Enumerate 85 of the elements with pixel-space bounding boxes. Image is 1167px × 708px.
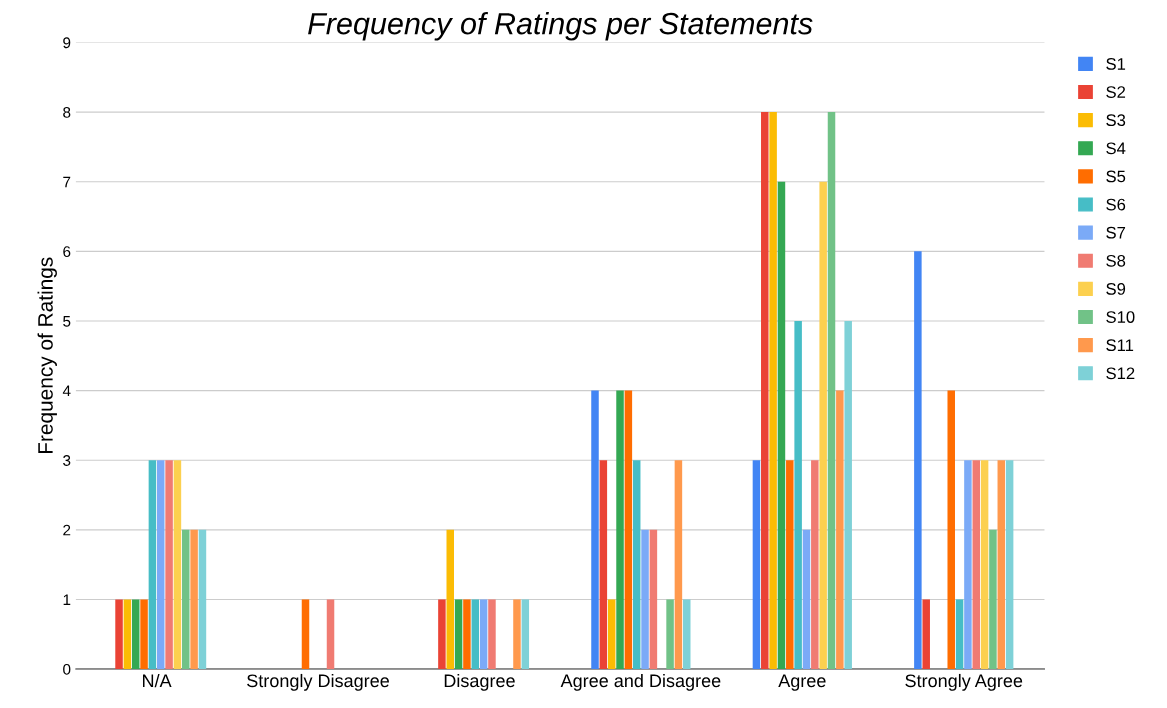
y-tick-label: 6 bbox=[63, 246, 71, 258]
bar bbox=[521, 599, 530, 670]
legend-label: S11 bbox=[1106, 339, 1134, 352]
bar bbox=[446, 529, 454, 670]
bar bbox=[156, 460, 165, 670]
y-axis-title: Frequency of Ratings bbox=[37, 257, 57, 454]
bar bbox=[301, 599, 310, 670]
bar bbox=[955, 599, 964, 670]
y-tick-label: 4 bbox=[62, 385, 71, 397]
legend-label: S5 bbox=[1106, 170, 1126, 183]
x-tick-label: Agree bbox=[778, 674, 826, 691]
legend-label: S8 bbox=[1106, 254, 1126, 267]
bar bbox=[115, 599, 123, 670]
bar bbox=[819, 181, 827, 670]
bar bbox=[454, 599, 463, 670]
bar bbox=[683, 599, 691, 670]
bar bbox=[777, 181, 786, 670]
bar bbox=[616, 390, 624, 670]
bar bbox=[479, 599, 488, 670]
bar bbox=[165, 460, 173, 670]
bar bbox=[674, 460, 683, 670]
bar bbox=[649, 529, 658, 670]
bar bbox=[769, 112, 777, 670]
bar bbox=[964, 460, 972, 670]
bar bbox=[989, 529, 997, 670]
legend-label: S6 bbox=[1106, 198, 1126, 211]
bar bbox=[922, 599, 930, 670]
x-tick-label: Strongly Disagree bbox=[247, 673, 389, 691]
bar bbox=[148, 460, 157, 670]
bar bbox=[198, 529, 207, 670]
bar bbox=[131, 599, 140, 670]
x-tick-label: Disagree bbox=[444, 673, 515, 691]
legend-label: S4 bbox=[1106, 142, 1126, 155]
x-tick-label: Agree and Disagree bbox=[560, 673, 721, 691]
bar bbox=[761, 112, 769, 670]
bar bbox=[182, 529, 190, 670]
y-tick-label: 0 bbox=[63, 663, 71, 675]
y-tick-label: 3 bbox=[63, 455, 71, 466]
chart-title: Frequency of Ratings per Statements bbox=[308, 12, 813, 41]
bar bbox=[599, 460, 608, 670]
y-tick-label: 8 bbox=[63, 106, 71, 118]
legend-label: S3 bbox=[1106, 114, 1126, 127]
legend-label: S1 bbox=[1106, 58, 1126, 70]
legend-label: S10 bbox=[1106, 311, 1135, 323]
bar bbox=[123, 599, 132, 670]
bar bbox=[463, 599, 471, 670]
bar bbox=[471, 599, 480, 670]
bar bbox=[140, 599, 148, 670]
x-tick-label: N/A bbox=[143, 673, 172, 688]
bar bbox=[786, 460, 794, 670]
y-tick-label: 2 bbox=[63, 524, 71, 536]
bar bbox=[591, 390, 599, 670]
y-tick-label: 9 bbox=[63, 37, 71, 49]
bar bbox=[752, 460, 761, 670]
bar bbox=[632, 460, 641, 670]
legend-label: S9 bbox=[1106, 283, 1126, 295]
legend-label: S12 bbox=[1106, 367, 1135, 380]
y-tick-label: 1 bbox=[63, 594, 71, 605]
bar bbox=[794, 320, 802, 670]
bar bbox=[827, 112, 836, 670]
y-tick-label: 5 bbox=[63, 315, 71, 327]
bar bbox=[190, 529, 198, 670]
bar bbox=[641, 529, 649, 670]
legend-label: S7 bbox=[1106, 226, 1126, 239]
bar bbox=[326, 599, 335, 670]
bar bbox=[607, 599, 616, 670]
y-tick-label: 7 bbox=[63, 176, 71, 188]
bar bbox=[914, 251, 922, 670]
bar bbox=[836, 390, 844, 670]
bar bbox=[438, 599, 446, 670]
bar bbox=[173, 460, 182, 670]
bar bbox=[972, 460, 981, 670]
bar bbox=[997, 460, 1006, 670]
bar bbox=[844, 320, 852, 670]
legend-label: S2 bbox=[1106, 86, 1126, 98]
bar bbox=[488, 599, 496, 670]
bar bbox=[624, 390, 633, 670]
bar bbox=[513, 599, 521, 670]
bar bbox=[666, 599, 674, 670]
bar bbox=[947, 390, 955, 670]
bar bbox=[811, 460, 819, 670]
bar bbox=[980, 460, 989, 670]
bar bbox=[1005, 460, 1014, 670]
bar bbox=[802, 529, 811, 670]
x-tick-label: Strongly Agree bbox=[905, 673, 1023, 691]
